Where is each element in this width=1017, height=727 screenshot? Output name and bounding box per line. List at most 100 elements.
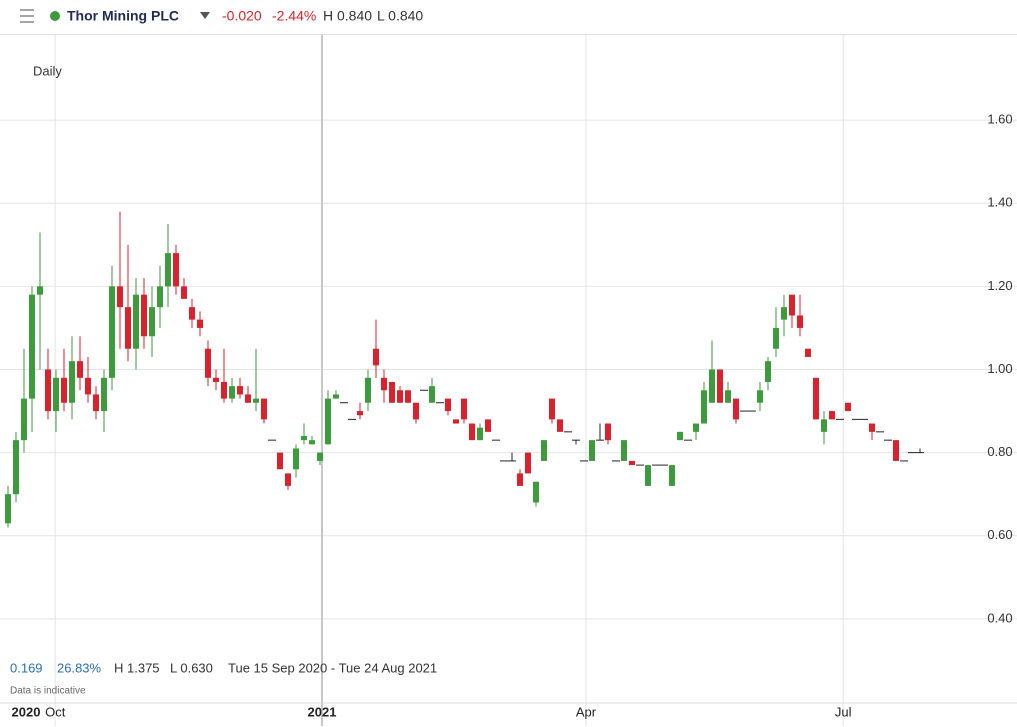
- candle-body: [469, 423, 475, 441]
- candle-body: [261, 398, 267, 420]
- candle-body: [301, 436, 307, 441]
- candle-body: [53, 377, 59, 412]
- candle-body: [517, 473, 523, 486]
- candle-body: [869, 423, 875, 432]
- candle-body: [717, 369, 723, 403]
- candle-body: [693, 423, 699, 432]
- candle-body: [445, 398, 451, 412]
- candle-body: [77, 361, 83, 378]
- candle-body: [125, 307, 131, 349]
- y-tick-label: 1.20: [987, 278, 1012, 293]
- candle-body: [317, 452, 323, 461]
- status-dot: [50, 11, 60, 21]
- candle-body: [765, 361, 771, 382]
- candle-body: [429, 386, 435, 403]
- candle-body: [285, 473, 291, 486]
- candle-body: [605, 423, 611, 441]
- candle-body: [325, 398, 331, 445]
- candle-body: [245, 394, 251, 403]
- candle-body: [829, 411, 835, 420]
- candle-body: [109, 286, 115, 378]
- candle-body: [757, 390, 763, 403]
- candle-body: [293, 448, 299, 470]
- x-tick-label: Apr: [576, 704, 597, 719]
- menu-icon[interactable]: [20, 9, 34, 23]
- candle-body: [117, 286, 123, 308]
- header-change: -0.020: [222, 8, 262, 24]
- plot: 0.40 0.60 0.80 1.00 1.20 1.40 1.60 2020 Oct 2021 A…: [0, 35, 1017, 726]
- candle-body: [221, 381, 227, 399]
- stats-change: 0.169: [10, 660, 43, 675]
- candle-body: [805, 348, 811, 358]
- candle-body: [181, 286, 187, 299]
- candle-body: [141, 294, 147, 337]
- candle-body: [677, 431, 683, 441]
- candle-body: [701, 390, 707, 424]
- candle-body: [61, 377, 67, 403]
- candle-body: [821, 419, 827, 432]
- x-tick-label: 2020: [12, 704, 41, 719]
- candle-body: [213, 377, 219, 382]
- candle-body: [781, 307, 787, 320]
- candle-body: [205, 348, 211, 378]
- interval-label: Daily: [33, 63, 62, 78]
- candle-body: [525, 452, 531, 474]
- candle-body: [589, 440, 595, 461]
- candle-body: [549, 398, 555, 420]
- candle-body: [237, 386, 243, 395]
- candle-body: [541, 440, 547, 461]
- candle-body: [797, 315, 803, 328]
- candle-body: [365, 377, 371, 403]
- candle-body: [45, 369, 51, 412]
- candle-body: [133, 294, 139, 349]
- data-note: Data is indicative: [10, 686, 86, 697]
- stats-high: H 1.375: [114, 660, 160, 675]
- candle-body: [397, 390, 403, 403]
- stats-range: Tue 15 Sep 2020 - Tue 24 Aug 2021: [228, 660, 437, 675]
- candle-body: [253, 398, 259, 403]
- candle-body: [669, 465, 675, 486]
- candle-body: [725, 390, 731, 403]
- candle-body: [533, 481, 539, 503]
- candle-body: [165, 253, 171, 287]
- candle-body: [277, 452, 283, 470]
- candle-body: [197, 319, 203, 328]
- candle-body: [29, 294, 35, 399]
- y-tick-label: 0.40: [987, 610, 1012, 625]
- candle-body: [373, 348, 379, 366]
- candle-body: [789, 294, 795, 316]
- instrument-title[interactable]: Thor Mining PLC: [67, 8, 179, 24]
- header-change-pct: -2.44%: [272, 8, 316, 24]
- y-tick-label: 0.80: [987, 444, 1012, 459]
- header-low: L 0.840: [377, 8, 423, 24]
- candle-body: [813, 377, 819, 420]
- candle-body: [37, 286, 43, 295]
- candle-body: [381, 377, 387, 391]
- candle-body: [477, 427, 483, 441]
- stats-change-pct: 26.83%: [57, 660, 102, 675]
- dropdown-arrow[interactable]: [200, 12, 210, 19]
- candle-body: [229, 386, 235, 399]
- header-high: H 0.840: [323, 8, 372, 24]
- x-tick-label: 2021: [308, 704, 337, 719]
- candle-body: [557, 419, 563, 432]
- candle-body: [709, 369, 715, 403]
- candle-body: [93, 394, 99, 412]
- candle-body: [101, 377, 107, 412]
- candle-body: [461, 398, 467, 420]
- candle-body: [733, 398, 739, 420]
- candle-body: [645, 465, 651, 486]
- candle-body: [893, 440, 899, 461]
- candle-body: [773, 327, 779, 349]
- candle-body: [405, 390, 411, 403]
- candle-body: [21, 398, 27, 441]
- x-tick-label: Oct: [45, 704, 66, 719]
- candle-body: [453, 419, 459, 424]
- candle-body: [5, 494, 11, 524]
- candle-body: [485, 419, 491, 432]
- candle-body: [845, 402, 851, 412]
- candle-body: [629, 460, 635, 466]
- candle-body: [333, 394, 339, 399]
- candle-body: [621, 440, 627, 461]
